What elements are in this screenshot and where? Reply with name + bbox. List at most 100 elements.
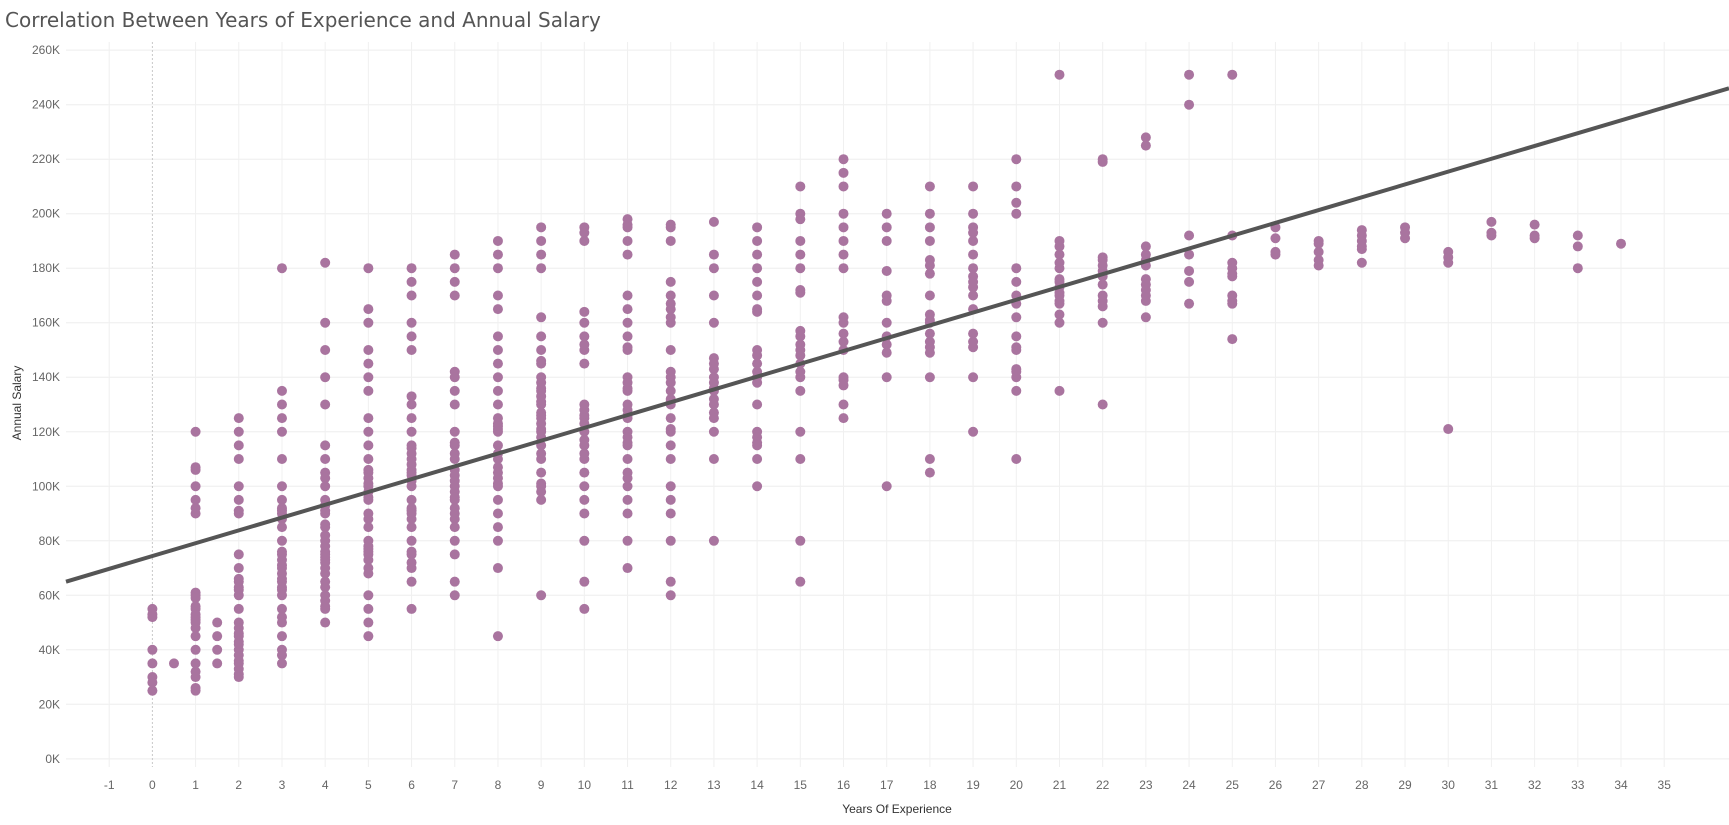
data-point <box>1054 298 1065 309</box>
data-point <box>1529 219 1540 230</box>
data-point <box>492 290 503 301</box>
data-point <box>406 549 417 560</box>
data-point <box>708 535 719 546</box>
data-point <box>795 372 806 383</box>
data-point <box>968 208 979 219</box>
y-tick-label: 220K <box>32 152 60 166</box>
x-tick-label: 22 <box>1096 778 1110 792</box>
data-point <box>363 603 374 614</box>
data-point <box>233 603 244 614</box>
data-point <box>579 306 590 317</box>
data-point <box>881 372 892 383</box>
data-point <box>622 290 633 301</box>
data-point <box>233 672 244 683</box>
data-point <box>190 481 201 492</box>
data-point <box>622 454 633 465</box>
data-point <box>147 685 158 696</box>
data-point <box>492 235 503 246</box>
data-point <box>536 249 547 260</box>
data-point <box>406 494 417 505</box>
x-tick-label: 24 <box>1182 778 1196 792</box>
data-point <box>795 576 806 587</box>
data-point <box>406 603 417 614</box>
data-points <box>147 69 1627 696</box>
data-point <box>752 481 763 492</box>
data-point <box>579 440 590 451</box>
data-point <box>363 358 374 369</box>
data-point <box>622 222 633 233</box>
data-point <box>622 494 633 505</box>
data-point <box>1313 246 1324 257</box>
data-point <box>406 413 417 424</box>
data-point <box>881 208 892 219</box>
data-point <box>1356 244 1367 255</box>
data-point <box>665 590 676 601</box>
data-point <box>1011 276 1022 287</box>
data-point <box>449 290 460 301</box>
data-point <box>449 576 460 587</box>
data-point <box>752 290 763 301</box>
data-point <box>276 385 287 396</box>
data-point <box>449 440 460 451</box>
data-point <box>449 513 460 524</box>
data-point <box>1011 154 1022 165</box>
data-point <box>622 535 633 546</box>
data-point <box>795 385 806 396</box>
data-point <box>968 342 979 353</box>
data-point <box>536 494 547 505</box>
data-point <box>406 426 417 437</box>
x-tick-label: 28 <box>1355 778 1369 792</box>
data-point <box>752 222 763 233</box>
data-point <box>924 372 935 383</box>
data-point <box>233 508 244 519</box>
data-point <box>233 454 244 465</box>
x-tick-label: 14 <box>750 778 764 792</box>
data-point <box>1184 276 1195 287</box>
data-point <box>147 677 158 688</box>
data-point <box>320 617 331 628</box>
data-point <box>536 399 547 410</box>
data-point <box>622 331 633 342</box>
data-point <box>492 399 503 410</box>
data-point <box>536 312 547 323</box>
data-point <box>536 467 547 478</box>
data-point <box>190 494 201 505</box>
y-tick-label: 80K <box>39 534 60 548</box>
data-point <box>665 317 676 328</box>
data-point <box>795 287 806 298</box>
data-point <box>492 454 503 465</box>
y-tick-label: 260K <box>32 43 60 57</box>
data-point <box>924 467 935 478</box>
data-point <box>406 481 417 492</box>
x-tick-label: 4 <box>322 778 329 792</box>
data-point <box>838 380 849 391</box>
data-point <box>406 331 417 342</box>
data-point <box>622 249 633 260</box>
y-tick-label: 60K <box>39 588 60 602</box>
data-point <box>276 603 287 614</box>
data-point <box>1011 372 1022 383</box>
data-point <box>492 263 503 274</box>
data-point <box>363 385 374 396</box>
data-point <box>1011 385 1022 396</box>
gridlines <box>66 42 1729 767</box>
data-point <box>147 612 158 623</box>
data-point <box>492 358 503 369</box>
data-point <box>968 372 979 383</box>
data-point <box>838 263 849 274</box>
data-point <box>1011 331 1022 342</box>
x-tick-label: 34 <box>1614 778 1628 792</box>
data-point <box>579 481 590 492</box>
data-point <box>665 377 676 388</box>
data-point <box>838 317 849 328</box>
data-point <box>406 535 417 546</box>
data-point <box>838 336 849 347</box>
y-axis-ticks: 0K 20K 40K 60K 80K 100K 120K 140K 160K 180K 200K 22… <box>32 43 60 766</box>
y-tick-label: 120K <box>32 425 60 439</box>
data-point <box>1184 69 1195 80</box>
data-point <box>190 631 201 642</box>
data-point <box>1616 238 1627 249</box>
data-point <box>363 344 374 355</box>
data-point <box>1140 140 1151 151</box>
data-point <box>752 399 763 410</box>
